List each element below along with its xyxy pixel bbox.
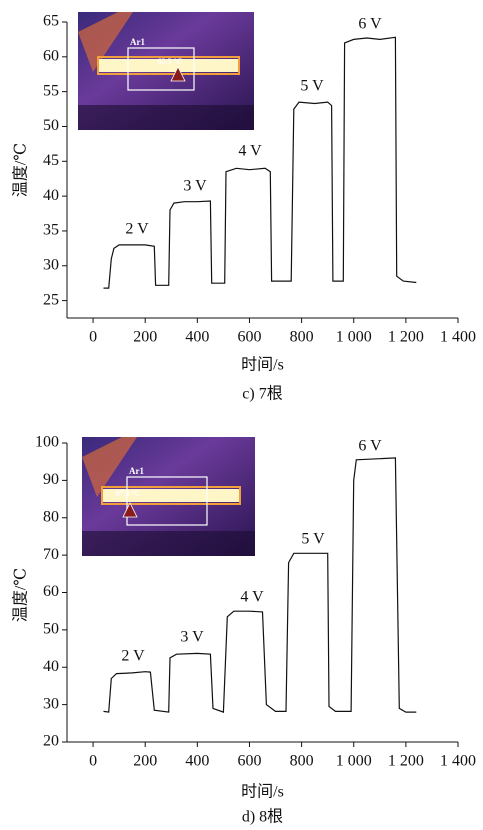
line (103, 457, 417, 713)
y-tick-label: 90 (43, 471, 59, 488)
roi-reading: 97.3 °C (116, 489, 141, 498)
y-tick-label: 40 (43, 187, 59, 204)
y-tick-label: 60 (43, 583, 59, 600)
y-tick-label: 45 (43, 152, 59, 169)
x-tick-label: 1 000 (336, 329, 372, 346)
x-tick-label: 1 000 (336, 753, 372, 770)
roi-box (127, 47, 195, 91)
annotation: 2 V (125, 221, 149, 238)
y-tick-label: 50 (43, 621, 59, 638)
hot-band-edge (97, 56, 240, 75)
thermal-glow (78, 12, 133, 72)
y-tick-label: 60 (43, 47, 59, 64)
max-marker (170, 66, 186, 82)
y-tick-label: 25 (43, 291, 59, 308)
y-tick-label: 20 (43, 733, 59, 750)
caption: c) 7根 (242, 385, 282, 403)
hot-band (98, 59, 239, 72)
y-tick-label: 40 (43, 658, 59, 675)
x-tick-label: 200 (133, 753, 157, 770)
roi-box (126, 476, 208, 526)
annotation: 6 V (358, 16, 382, 33)
x-tick-label: 0 (89, 753, 97, 770)
x-tick-label: 400 (185, 753, 209, 770)
annotation: 2 V (121, 648, 145, 665)
x-tick-label: 800 (290, 329, 314, 346)
roi-label: Ar1 (130, 37, 145, 47)
line (103, 36, 417, 289)
x-tick-label: 800 (290, 753, 314, 770)
x-tick-label: 1 200 (388, 753, 424, 770)
x-tick-label: 1 200 (388, 329, 424, 346)
annotation: 5 V (300, 78, 324, 95)
annotation: 4 V (238, 143, 262, 160)
x-axis-title: 时间/s (241, 783, 284, 801)
thermal-shadow (78, 105, 254, 130)
roi-reading: 63.5 °C (158, 57, 183, 66)
y-axis-title: 温度/℃ (12, 568, 30, 622)
annotation: 6 V (358, 438, 382, 455)
y-tick-label: 65 (43, 13, 59, 30)
annotation: 5 V (301, 531, 325, 548)
x-axis-title: 时间/s (241, 356, 284, 374)
hot-band-edge (101, 486, 241, 505)
x-tick-label: 0 (89, 329, 97, 346)
roi-label: Ar1 (129, 466, 144, 476)
caption: d) 8根 (242, 808, 283, 826)
max-marker (122, 502, 138, 518)
thermal-shadow (82, 531, 255, 556)
y-tick-label: 70 (43, 546, 59, 563)
y-tick-label: 30 (43, 256, 59, 273)
x-tick-label: 600 (237, 329, 261, 346)
y-tick-label: 100 (35, 434, 59, 451)
y-tick-label: 55 (43, 82, 59, 99)
x-tick-label: 600 (237, 753, 261, 770)
y-tick-label: 50 (43, 117, 59, 134)
x-tick-label: 1 400 (440, 753, 476, 770)
x-tick-label: 1 400 (440, 329, 476, 346)
y-tick-label: 35 (43, 222, 59, 239)
x-tick-label: 400 (185, 329, 209, 346)
thermal-glow (82, 437, 137, 497)
chart: 25 30 35 40 45 50 55 60 65 0 200 400 600 800 1 000 1 20… (12, 12, 476, 403)
hot-band (102, 489, 240, 502)
annotation: 4 V (240, 589, 264, 606)
y-tick-label: 30 (43, 695, 59, 712)
x-tick-label: 200 (133, 329, 157, 346)
annotation: 3 V (180, 629, 204, 646)
y-axis-title: 温度/℃ (12, 143, 30, 197)
annotation: 3 V (183, 178, 207, 195)
y-tick-label: 80 (43, 508, 59, 525)
